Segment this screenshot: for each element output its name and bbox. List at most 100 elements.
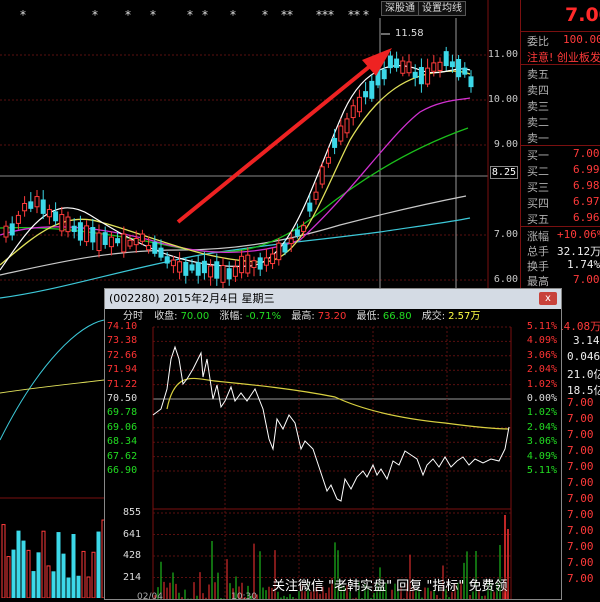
volume-tick: 214 — [123, 571, 142, 583]
intraday-popup[interactable]: (002280) 2015年2月4日 星期三 x 分时 收盘: 70.00 涨幅:… — [104, 288, 562, 602]
price-tick: 74.10 — [107, 321, 138, 332]
volume-bar — [41, 530, 46, 598]
candle-body — [350, 105, 356, 119]
trade-ticks: 7.00 7.00 7.00 7.00 7.00 7.00 7.00 7.00 7.00 7.00… — [567, 396, 600, 588]
intraday-chart[interactable] — [105, 289, 561, 599]
candle-body — [251, 260, 257, 269]
candle-body — [214, 261, 220, 279]
pct-tick: 3.06% — [526, 436, 557, 448]
stat-turnover: 换手 1.74% — [527, 258, 600, 273]
price-tick: 69.06 — [107, 421, 138, 433]
time-label-1030: 10:30 — [231, 592, 257, 602]
candle-body — [77, 222, 83, 241]
candle-body — [121, 233, 127, 253]
candle-body — [146, 244, 152, 251]
stat-7: 0.046 — [567, 350, 600, 363]
kline-chart[interactable] — [0, 0, 520, 598]
volume-tick: 428 — [123, 550, 142, 561]
close-value: 70.00 — [180, 311, 210, 322]
pct-tick: 4.09% — [526, 335, 557, 347]
ask-4: 卖四 — [527, 84, 549, 97]
volume-bar — [51, 571, 56, 598]
candle-body — [96, 232, 102, 252]
risk-notice[interactable]: 注意! 创业板发 — [527, 51, 600, 63]
trade-tick-price: 7.00 — [567, 460, 594, 473]
candle-body — [270, 253, 276, 265]
candle-body — [53, 211, 59, 222]
bid-3: 买三 6.98 — [527, 179, 600, 194]
candle-body — [34, 196, 40, 208]
candle-body — [108, 236, 114, 248]
candle-body — [177, 261, 183, 273]
volume-bar — [91, 551, 96, 598]
trade-tick-price: 7.00 — [567, 524, 594, 537]
volume-bar — [31, 571, 36, 598]
watermark-text: 关注微信 "老韩实盘" 回复 "指标" 免费领 — [272, 579, 508, 594]
trade-tick-price: 7.00 — [567, 540, 594, 553]
candle-body — [164, 256, 170, 264]
price-tick: 72.66 — [107, 349, 138, 361]
pct-tick: 2.04% — [526, 364, 557, 376]
candle-body — [220, 265, 226, 283]
current-price-box: 8.25 — [489, 166, 518, 179]
volume-bar — [1, 524, 6, 598]
pct-tick: 5.11% — [526, 321, 557, 332]
candle-body — [158, 247, 164, 258]
candle-body — [332, 137, 338, 148]
stat-change: 涨幅 +10.06% — [527, 228, 600, 243]
candle-body — [257, 257, 263, 270]
candle-body — [245, 254, 251, 274]
pct-tick: 4.09% — [526, 450, 557, 462]
candle-body — [115, 238, 121, 244]
candle-body — [133, 238, 139, 246]
close-button[interactable]: x — [539, 292, 557, 305]
time-label-start: 02/04 — [137, 592, 163, 602]
volume-bar — [66, 577, 71, 598]
candle-body — [195, 262, 201, 276]
volume-tick: 641 — [123, 528, 142, 540]
ask-5: 卖五 — [527, 68, 549, 81]
volume-bar — [11, 549, 16, 598]
candle-body — [462, 67, 468, 75]
candle-body — [59, 214, 65, 232]
volume-bar — [61, 553, 66, 598]
candle-body — [338, 125, 344, 142]
stat-9: 18.5亿 — [567, 384, 600, 397]
candle-body — [456, 58, 462, 78]
candle-body — [152, 241, 158, 254]
bid-1: 买一 7.00 — [527, 147, 600, 162]
candle-body — [325, 156, 331, 164]
candle-body — [232, 266, 238, 277]
ask-2: 卖二 — [527, 116, 549, 129]
price-tick: 71.94 — [107, 364, 138, 376]
pct-tick: 0.00% — [526, 393, 557, 404]
weibi-row: 委比 100.00% — [527, 33, 600, 48]
candle-body — [443, 51, 449, 67]
price-tick: 68.34 — [107, 436, 138, 448]
low-value: 66.80 — [382, 311, 412, 322]
ask-3: 卖三 — [527, 100, 549, 113]
candle-body — [400, 60, 406, 74]
candle-body — [425, 67, 431, 85]
volume-bar — [96, 531, 101, 598]
candle-body — [139, 233, 145, 242]
pct-tick: 1.02% — [526, 378, 557, 390]
hk-connect-button[interactable]: 深股通 — [381, 1, 419, 16]
candle-body — [276, 242, 282, 261]
intraday-info-bar: 分时 收盘: 70.00 涨幅: -0.71% 最高: 73.20 最低: 66.80 … — [123, 311, 481, 322]
pct-tick: 3.06% — [526, 349, 557, 361]
price-tick: 67.62 — [107, 450, 138, 462]
price-tick: 66.90 — [107, 465, 138, 476]
volume-bar — [56, 532, 61, 598]
candle-body — [468, 76, 474, 88]
bid-5: 买五 6.96 — [527, 211, 600, 226]
popup-title-bar[interactable]: (002280) 2015年2月4日 星期三 x — [105, 289, 561, 309]
trade-tick-price: 7.00 — [567, 396, 594, 409]
stat-5: 14.08万 — [557, 320, 600, 333]
candle-body — [201, 260, 207, 274]
candle-body — [288, 238, 294, 245]
ma-settings-button[interactable]: 设置均线 — [418, 1, 466, 16]
candle-body — [189, 264, 195, 271]
candle-body — [15, 214, 21, 224]
tab-intraday[interactable]: 分时 — [123, 311, 143, 322]
